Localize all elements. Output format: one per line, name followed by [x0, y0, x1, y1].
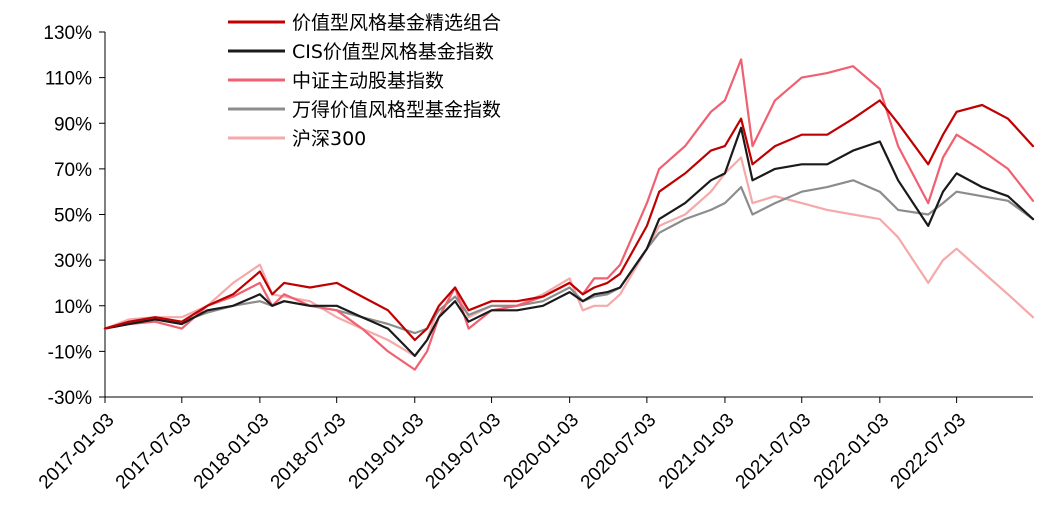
x-tick-label: 2017-01-03: [35, 410, 119, 494]
series-line-0: [103, 99, 1035, 342]
legend-label-2: 中证主动股基指数: [292, 70, 444, 92]
x-tick-label: 2020-01-03: [500, 410, 584, 494]
legend-label-1: CIS价值型风格基金指数: [292, 41, 494, 63]
x-tick-label: 2019-07-03: [422, 410, 506, 494]
legend-label-0: 价值型风格基金精选组合: [292, 12, 501, 34]
y-tick-label: -10%: [48, 342, 92, 363]
legend-label-4: 沪深300: [292, 128, 366, 150]
y-axis: -30% -10% 10% 30% 50% 70% 90% 110% 130%: [43, 23, 106, 409]
y-tick-label: 110%: [45, 69, 92, 90]
x-tick-label: 2020-07-03: [577, 410, 661, 494]
legend: 价值型风格基金精选组合 CIS价值型风格基金指数中证主动股基指数万得价值风格型基金…: [228, 12, 501, 150]
x-tick-label: 2021-07-03: [732, 410, 816, 494]
x-tick-label: 2017-07-03: [112, 410, 196, 494]
series-line-2: [103, 58, 1035, 371]
series-line-4: [103, 156, 1035, 357]
x-tick-label: 2022-01-03: [810, 410, 894, 494]
legend-label-3: 万得价值风格型基金指数: [292, 99, 501, 121]
x-tick-label: 2018-07-03: [267, 410, 351, 494]
y-tick-label: 70%: [54, 160, 92, 181]
y-tick-label: 90%: [54, 114, 92, 135]
y-tick-label: -30%: [48, 388, 92, 409]
y-tick-label: 130%: [43, 23, 92, 44]
x-tick-label: 2022-07-03: [887, 410, 971, 494]
series-line-3: [103, 179, 1035, 335]
x-axis: 2017-01-032017-07-032018-01-032018-07-03…: [35, 396, 1033, 494]
x-tick-label: 2019-01-03: [345, 410, 429, 494]
y-tick-label: 10%: [54, 297, 92, 318]
series-line-1: [103, 126, 1035, 357]
series-lines: [103, 58, 1035, 371]
x-tick-label: 2021-01-03: [655, 410, 739, 494]
y-tick-label: 50%: [54, 206, 92, 227]
x-tick-label: 2018-01-03: [190, 410, 274, 494]
y-tick-label: 30%: [54, 251, 92, 272]
